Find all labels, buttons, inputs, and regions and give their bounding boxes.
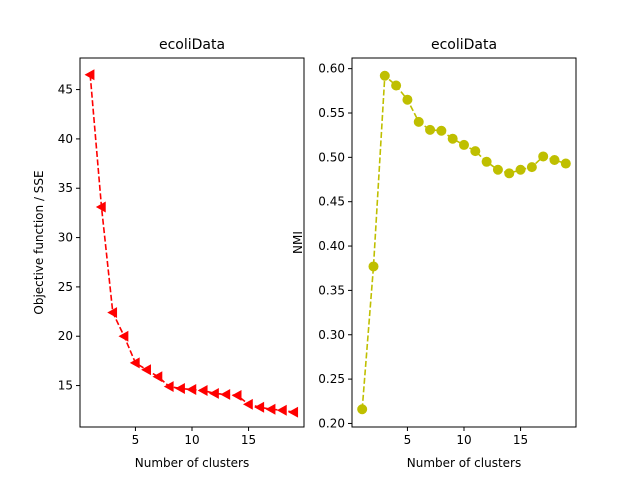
chart-1-data-point [175,383,185,395]
chart-2-data-point [379,70,390,81]
chart-2-data-point [458,139,469,150]
chart-2-series-line [361,74,567,410]
chart-1-axes-frame [79,57,305,428]
chart-2-data-point [538,151,549,162]
chart-2-y-tick-label: 0.25 [318,372,345,386]
chart-2-y-tick-label: 0.30 [318,328,345,342]
chart-2-y-tick-label: 0.35 [318,283,345,297]
chart-1-data-point [129,357,140,369]
chart-2-y-tick-label: 0.50 [318,150,345,164]
chart-1-y-tick-label: 35 [58,181,73,195]
chart-2-data-point [391,80,402,91]
chart-2-y-axis-label: NMI [291,231,305,254]
chart-2-data-point [470,146,481,157]
chart-1-y-tick-label: 20 [58,329,73,343]
chart-1-y-tick-label: 45 [58,83,73,97]
chart-1-x-axis-label: Number of clusters [135,456,249,470]
chart-2-data-point [447,133,458,144]
chart-2-x-tick-label: 5 [404,433,412,447]
chart-2-data-point [402,94,413,105]
chart-1-data-point [95,201,106,213]
chart-1-y-tick-label: 25 [58,280,73,294]
chart-1-data-point [107,307,118,319]
chart-1-y-axis-label: Objective function / SSE [32,170,46,314]
chart-1-x-tick-label: 15 [241,433,256,447]
chart-1-data-point [84,69,95,81]
chart-1-panel: 5 10 15 15 20 25 30 35 40 45 ecoliData Number of cl… [32,37,305,470]
chart-2-data-point [436,125,447,136]
chart-1-data-point [276,404,287,416]
chart-2-y-tick-label: 0.60 [318,62,345,76]
chart-2-data-point [526,162,537,173]
chart-1-data-point [265,403,276,415]
chart-2-data-point [425,124,436,135]
chart-2-data-point [368,261,379,272]
chart-1-data-point [242,398,253,410]
chart-2-data-point [413,116,424,127]
chart-2-y-tick-label: 0.20 [318,416,345,430]
chart-1-y-tick-label: 15 [58,379,73,393]
chart-2-x-tick-label: 10 [456,433,471,447]
chart-2-axes-frame [351,57,577,428]
chart-2-data-point [492,164,503,175]
chart-2-data-point [549,155,560,166]
chart-1-data-point [197,385,208,396]
chart-1-data-point [141,364,151,376]
chart-1-y-tick-label: 40 [58,132,73,146]
chart-2-panel: 5 10 15 0.20 0.25 0.30 0.35 0.40 0.45 0.50 0.55 0.6… [291,37,577,470]
chart-1-data-point [254,401,265,413]
chart-1-x-tick-label: 5 [132,433,140,447]
chart-1-data-point [118,330,129,342]
chart-2-title: ecoliData [431,37,497,53]
chart-1-data-point [186,384,197,395]
chart-1-data-point [152,371,163,383]
chart-1-data-point [220,388,231,400]
chart-2-data-point [357,404,368,415]
chart-2-x-axis-label: Number of clusters [407,456,521,470]
chart-1-x-tick-label: 10 [184,433,199,447]
chart-2-data-point [504,168,515,179]
chart-1-data-point [163,381,174,393]
chart-2-y-tick-label: 0.45 [318,195,345,209]
chart-2-data-point [481,156,492,167]
chart-2-y-tick-label: 0.55 [318,106,345,120]
chart-2-data-point [515,164,526,175]
chart-1-title: ecoliData [159,37,225,53]
chart-1-data-point [209,387,219,399]
chart-1-y-tick-label: 30 [58,231,73,245]
chart-1-data-point [288,406,299,418]
chart-2-x-tick-label: 15 [513,433,528,447]
chart-1-data-point [231,389,242,401]
chart-1-series-line [89,74,294,413]
chart-2-y-tick-label: 0.40 [318,239,345,253]
chart-2-data-point [560,158,571,169]
